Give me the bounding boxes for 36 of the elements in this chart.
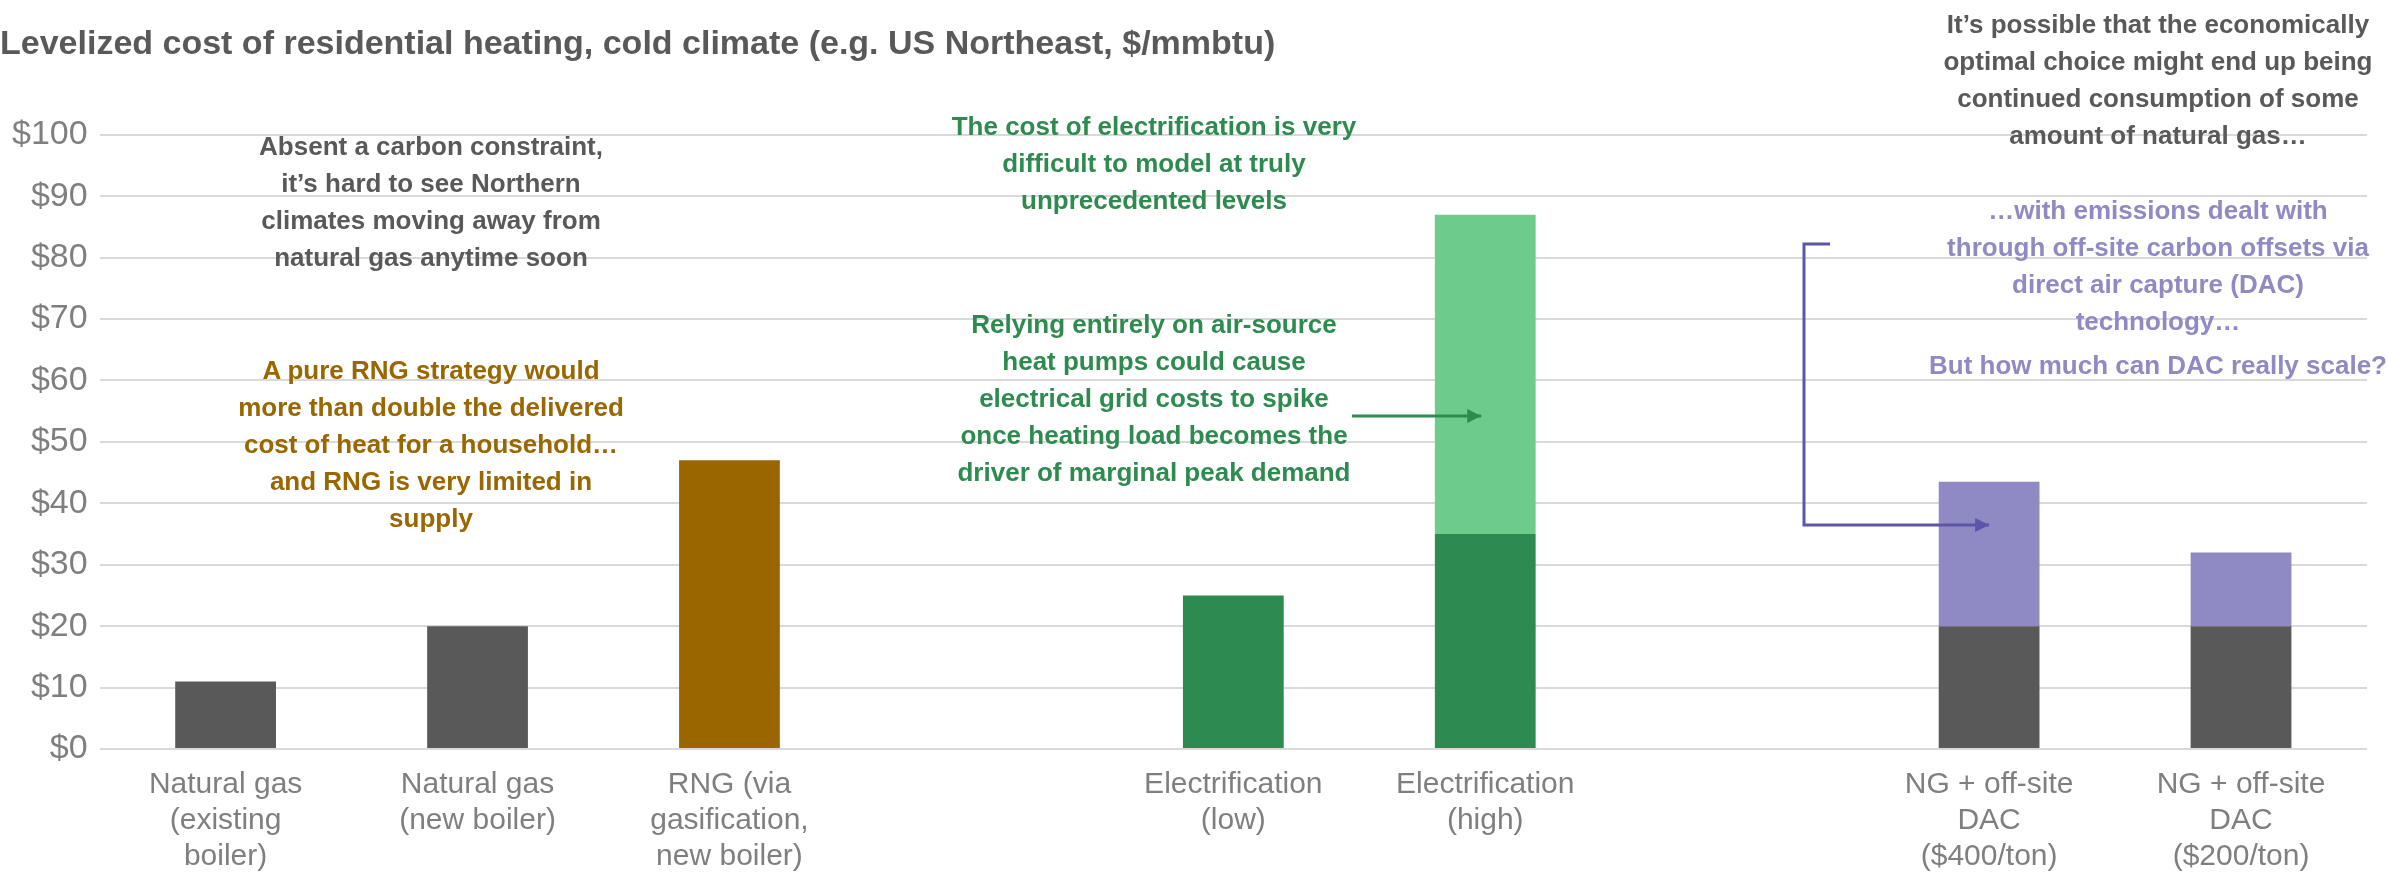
bar — [2190, 626, 2292, 748]
bar — [1182, 595, 1284, 748]
y-tick-label: $60 — [30, 358, 88, 397]
bar — [1434, 214, 1536, 535]
x-tick-label: Electrification (low) — [1144, 766, 1323, 836]
bar — [1938, 481, 2040, 627]
annotation: But how much can DAC really scale? — [1928, 349, 2387, 382]
annotation: Relying entirely on air-source heat pumps could cause electrical grid costs to spike once heating load becomes the driver of marginal peak demand — [956, 308, 1352, 489]
bar — [1938, 626, 2040, 748]
y-tick-label: $30 — [30, 543, 88, 582]
y-tick-label: $50 — [30, 420, 88, 459]
x-tick-label: Electrification (high) — [1396, 766, 1575, 836]
bar — [175, 681, 276, 748]
y-tick-label: $90 — [30, 174, 88, 213]
bar — [2190, 552, 2292, 627]
annotation: Absent a carbon constraint, it’s hard to see Northern climates moving away from natural gas anytime soon — [258, 130, 604, 274]
bar — [679, 460, 780, 748]
x-tick-label: Natural gas (new boiler) — [399, 766, 556, 836]
x-tick-label: Natural gas (existing boiler) — [148, 766, 303, 872]
x-tick-label: NG + off-site DAC ($200/ton) — [2156, 766, 2326, 872]
bar — [427, 626, 528, 748]
y-tick-label: $70 — [30, 297, 88, 336]
x-tick-label: NG + off-site DAC ($400/ton) — [1904, 766, 2074, 872]
y-tick-label: $100 — [12, 113, 88, 152]
y-tick-label: $0 — [49, 727, 88, 766]
y-tick-label: $80 — [30, 236, 88, 275]
chart-title: Levelized cost of residential heating, cold climate (e.g. US Northeast, $/mmbtu) — [0, 22, 1276, 61]
annotation: …with emissions dealt with through off-site carbon offsets via direct air capture (DAC) technology… — [1946, 194, 2370, 338]
bar — [1434, 534, 1536, 748]
x-tick-label: RNG (via gasification, new boiler) — [650, 766, 809, 872]
annotation: A pure RNG strategy would more than double the delivered cost of heat for a household…and RNG is very limited in supply — [237, 354, 625, 535]
annotation: It’s possible that the economically optimal choice might end up being continued consumption of some amount of natural gas… — [1942, 8, 2374, 152]
y-tick-label: $40 — [30, 481, 88, 520]
annotation: The cost of electrification is very difficult to model at truly unprecedented levels — [950, 110, 1358, 217]
y-tick-label: $10 — [30, 665, 88, 704]
y-tick-label: $20 — [30, 604, 88, 643]
